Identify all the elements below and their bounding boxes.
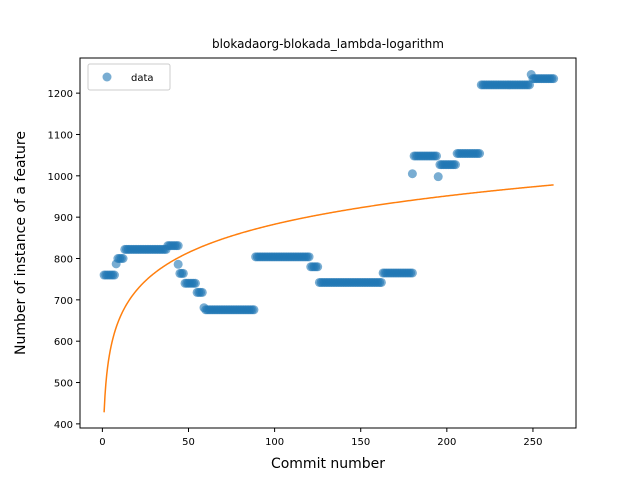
data-point	[118, 254, 128, 264]
y-tick-label: 1000	[48, 172, 73, 183]
data-point	[432, 151, 441, 161]
y-tick-label: 400	[54, 420, 73, 431]
plot-layer	[99, 70, 559, 413]
data-point	[178, 268, 188, 278]
data-point	[249, 305, 259, 315]
data-point	[313, 262, 323, 272]
legend-marker-data	[102, 72, 112, 82]
x-tick-label: 100	[265, 437, 284, 448]
y-tick-label: 700	[54, 296, 73, 307]
data-point	[549, 74, 559, 84]
x-tick-label: 0	[99, 437, 105, 448]
y-tick-label: 500	[54, 379, 73, 390]
x-tick-label: 200	[437, 437, 456, 448]
data-point	[173, 259, 183, 269]
y-tick-label: 1200	[48, 89, 73, 100]
data-point	[109, 270, 119, 280]
x-tick-label: 250	[523, 437, 542, 448]
data-point	[407, 268, 417, 278]
axes-layer: 0 50 100 150 200 250 400 500 600 700 800 900 1000 110…	[48, 57, 577, 448]
data-point	[433, 172, 443, 182]
fit-line	[103, 184, 554, 413]
legend-box	[87, 63, 171, 91]
y-axis-label: Number of instance of a feature	[13, 131, 29, 355]
y-tick-label: 1100	[48, 130, 73, 141]
y-tick-label: 800	[54, 255, 73, 266]
x-axis-label: Commit number	[271, 456, 385, 472]
data-point	[376, 277, 386, 287]
chart-title: blokadaorg-blokada_lambda-logarithm	[212, 37, 444, 51]
legend: data	[87, 63, 171, 91]
data-point	[450, 160, 460, 170]
y-tick-label: 600	[54, 337, 73, 348]
legend-label-data: data	[131, 73, 154, 84]
data-point	[173, 241, 183, 251]
data-point	[190, 278, 200, 288]
x-tick-label: 50	[182, 437, 195, 448]
data-point	[304, 252, 314, 262]
data-point	[197, 287, 207, 297]
data-point	[475, 148, 485, 158]
y-tick-label: 900	[54, 213, 73, 224]
plot-frame	[79, 57, 577, 429]
x-tick-label: 150	[351, 437, 370, 448]
data-point	[407, 169, 417, 179]
